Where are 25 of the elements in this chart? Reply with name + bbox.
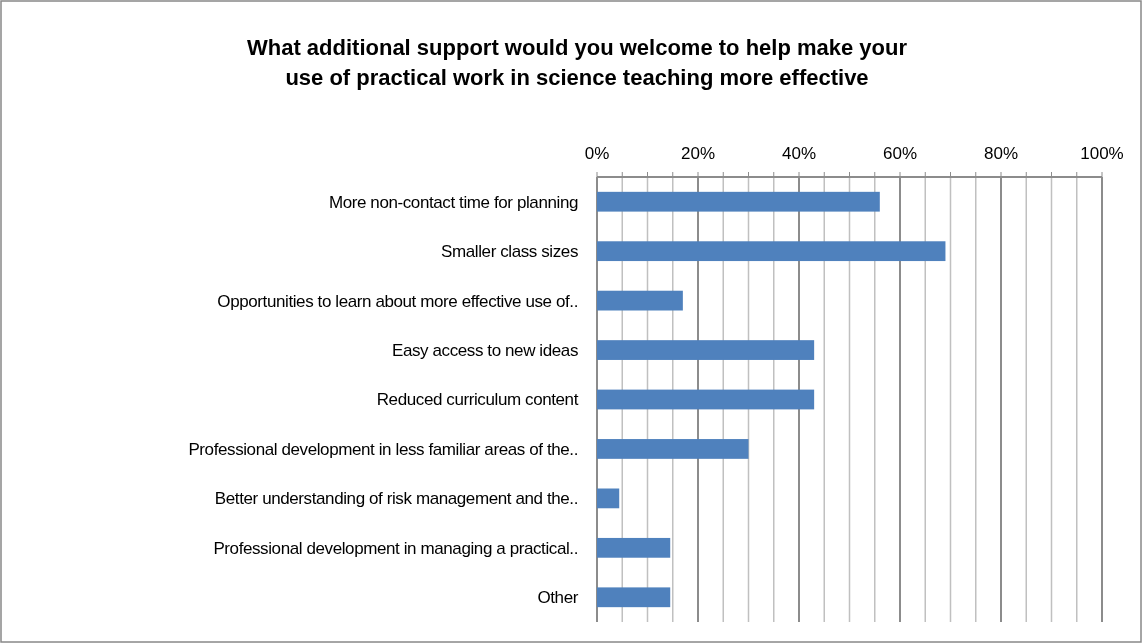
bar [597,340,815,360]
x-tick-label: 20% [680,144,716,163]
y-tick-label: Professional development in managing a practical.. [213,538,578,558]
bar [597,587,671,608]
y-tick-label: Easy access to new ideas [392,341,578,361]
y-tick-label: Better understanding of risk management and the.. [214,489,578,509]
bar [597,537,671,558]
chart-title: What additional support would you welcome to help make your use of practical work in science teaching more effective [246,35,908,90]
bar [597,241,946,262]
x-tick-label: 60% [882,144,918,163]
bar [597,488,620,509]
y-tick-label: Smaller class sizes [441,242,578,262]
bar [597,290,683,311]
bar [597,439,749,459]
bar [597,191,880,212]
y-tick-label: Other [537,588,579,608]
y-tick-label: Reduced curriculum content [376,390,579,410]
x-tick-label: 80% [983,144,1019,163]
y-tick-label: Opportunities to learn about more effective use of.. [217,291,578,311]
y-tick-label: More non-contact time for planning [328,192,578,212]
x-tick-label: 0% [584,144,610,163]
x-tick-label: 40% [781,144,817,163]
x-tick-label: 100% [1080,144,1124,163]
y-tick-label: Professional development in less familiar areas of the.. [188,439,578,459]
bar [597,389,815,410]
